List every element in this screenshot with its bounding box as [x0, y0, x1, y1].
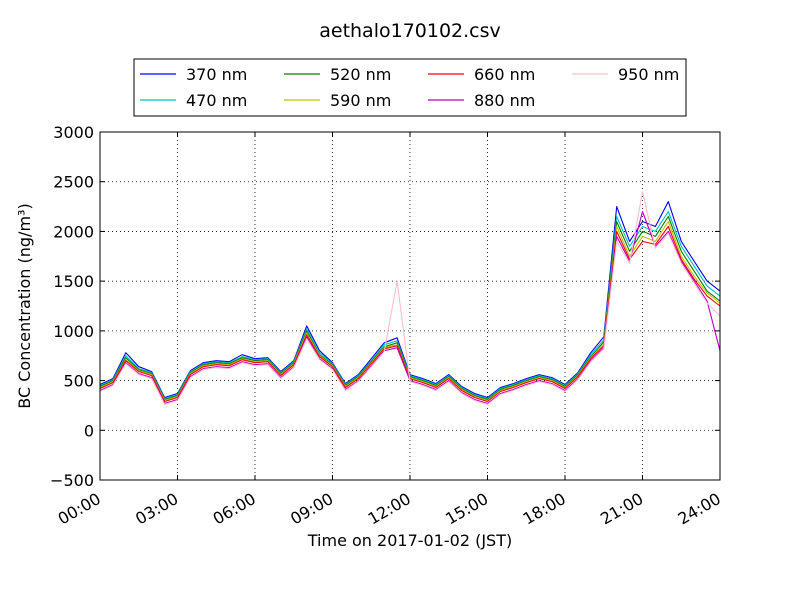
y-tick-label: −500 — [50, 471, 94, 490]
legend-label: 590 nm — [330, 91, 391, 110]
legend-label: 880 nm — [474, 91, 535, 110]
series-line-950-nm — [99, 191, 721, 405]
legend: 370 nm 470 nm 520 nm 590 nm 660 nm 880 nm 950 … — [133, 58, 687, 117]
y-tick-label: 1500 — [53, 272, 94, 291]
legend-box — [133, 58, 687, 117]
y-tick-label: 2000 — [53, 222, 94, 241]
legend-label: 520 nm — [330, 65, 391, 84]
legend-label: 950 nm — [618, 65, 679, 84]
y-tick-label: 3000 — [53, 123, 94, 142]
y-tick-label: 2500 — [53, 173, 94, 192]
legend-label: 660 nm — [474, 65, 535, 84]
legend-label: 470 nm — [186, 91, 247, 110]
legend-label: 370 nm — [186, 65, 247, 84]
x-axis-label: Time on 2017-01-02 (JST) — [307, 531, 512, 550]
y-tick-label: 500 — [63, 372, 94, 391]
y-tick-label: 1000 — [53, 322, 94, 341]
chart-title: aethalo170102.csv — [319, 20, 501, 42]
y-axis-label: BC Concentration (ng/m³) — [15, 203, 34, 408]
y-tick-label: 0 — [84, 421, 94, 440]
series-lines — [99, 191, 721, 405]
